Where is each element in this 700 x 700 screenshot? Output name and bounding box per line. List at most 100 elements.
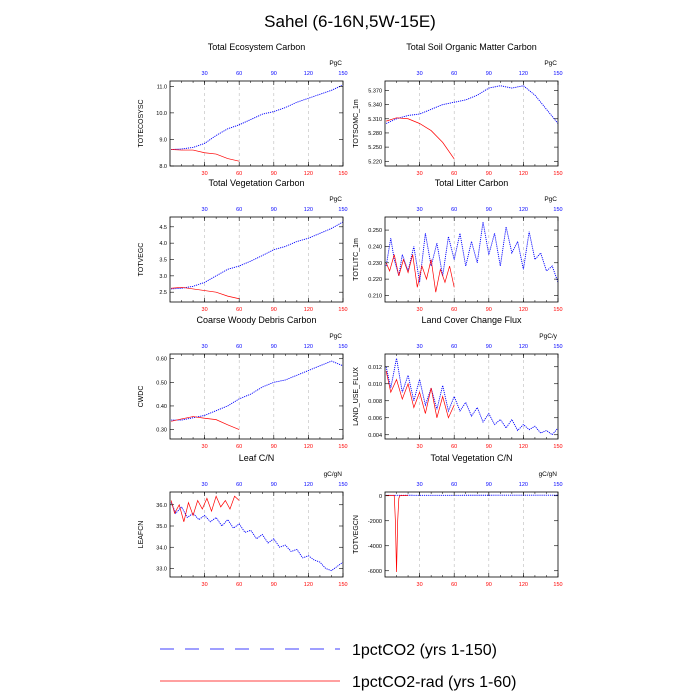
y-axis-label: TOTVEGCN [353, 515, 360, 554]
x-tick-label-top: 60 [451, 344, 457, 350]
x-tick-label-bottom: 30 [202, 171, 208, 177]
series-1pctCO2-line [171, 360, 343, 421]
panel-totlitc-1m: Total Litter Carbon PgC 30 30 60 60 90 90 120 120… [353, 178, 563, 313]
x-tick-label-bottom: 90 [271, 444, 277, 450]
panel-title: Land Cover Change Flux [421, 315, 522, 325]
x-tick-label-bottom: 150 [553, 582, 562, 588]
panel-title: Total Soil Organic Matter Carbon [406, 42, 537, 52]
x-tick-label-top: 60 [236, 344, 242, 350]
y-tick-label: 4.0 [159, 241, 167, 247]
x-tick-label-top: 120 [519, 207, 528, 213]
panel-totecosysc: Total Ecosystem Carbon PgC 30 30 60 60 90 90 120… [138, 42, 348, 177]
y-axis-label: TOTVEGC [138, 243, 145, 277]
x-tick-label-bottom: 120 [519, 307, 528, 313]
y-axis-label: LAND_USE_FLUX [353, 367, 360, 426]
unit-label: gC/gN [324, 471, 343, 478]
x-tick-label-bottom: 150 [338, 444, 347, 450]
x-tick-label-top: 60 [236, 482, 242, 488]
y-tick-label: 0.230 [368, 261, 382, 267]
x-tick-label-top: 120 [519, 344, 528, 350]
unit-label: PgC/y [539, 333, 557, 340]
y-tick-label: -4000 [368, 544, 382, 550]
y-tick-label: 0.010 [368, 382, 382, 388]
x-tick-label-bottom: 120 [519, 171, 528, 177]
series-1pctCO2-line [170, 502, 343, 572]
x-tick-label-bottom: 60 [236, 582, 242, 588]
x-tick-label-top: 150 [338, 207, 347, 213]
series-1pctCO2-line [171, 221, 343, 290]
x-tick-label-top: 90 [271, 207, 277, 213]
y-tick-label: 0 [379, 494, 382, 500]
y-axis-label: TOTECOSYSC [138, 99, 145, 147]
x-tick-label-bottom: 60 [451, 444, 457, 450]
x-tick-label-bottom: 120 [304, 171, 313, 177]
x-tick-label-top: 120 [519, 71, 528, 77]
x-tick-label-top: 150 [553, 344, 562, 350]
plot-frame [384, 353, 559, 440]
y-tick-label: 0.60 [156, 357, 167, 363]
series-1pctCO2-rad-line [385, 370, 455, 419]
series-1pctCO2-rad-line [171, 149, 240, 162]
y-tick-label: 5.310 [368, 117, 382, 123]
x-tick-label-bottom: 90 [271, 307, 277, 313]
x-tick-label-bottom: 60 [236, 171, 242, 177]
y-tick-label: 0.006 [368, 416, 382, 422]
figure-title: Sahel (6-16N,5W-15E) [264, 12, 436, 31]
unit-label: PgC [329, 196, 342, 203]
x-tick-label-bottom: 30 [202, 444, 208, 450]
x-tick-label-bottom: 60 [236, 444, 242, 450]
x-tick-label-bottom: 30 [202, 582, 208, 588]
x-tick-label-bottom: 60 [451, 582, 457, 588]
x-tick-label-top: 30 [417, 207, 423, 213]
y-tick-label: 0.210 [368, 293, 382, 299]
x-tick-label-bottom: 60 [451, 171, 457, 177]
y-tick-label: 3.5 [159, 258, 167, 264]
unit-label: gC/gN [539, 471, 558, 478]
plot-frame [384, 216, 559, 303]
plot-frame [169, 491, 344, 578]
x-tick-label-top: 120 [304, 207, 313, 213]
panel-title: Total Ecosystem Carbon [208, 42, 306, 52]
x-tick-label-bottom: 30 [202, 307, 208, 313]
x-tick-label-top: 60 [451, 482, 457, 488]
y-tick-label: 5.340 [368, 103, 382, 109]
x-tick-label-bottom: 150 [553, 171, 562, 177]
x-tick-label-top: 150 [338, 482, 347, 488]
y-tick-label: 10.0 [156, 111, 167, 117]
panel-title: Leaf C/N [239, 453, 275, 463]
y-tick-label: 0.250 [368, 228, 382, 234]
y-axis-label: CWDC [138, 386, 145, 408]
series-1pctCO2-rad-line [386, 494, 409, 573]
y-tick-label: 0.40 [156, 404, 167, 410]
series-1pctCO2-rad-line [385, 254, 455, 293]
y-tick-label: 0.004 [368, 433, 382, 439]
y-tick-label: 8.0 [159, 164, 167, 170]
y-tick-label: 36.0 [156, 503, 167, 509]
y-axis-label: TOTSOMC_1m [353, 99, 360, 148]
x-tick-label-top: 60 [236, 71, 242, 77]
panel-leafcn: Leaf C/N gC/gN 30 30 60 60 90 90 120 120 150 150 33.… [138, 453, 348, 588]
x-tick-label-top: 120 [519, 482, 528, 488]
panel-cwdc: Coarse Woody Debris Carbon PgC 30 30 60 60 90 9… [138, 315, 348, 450]
x-tick-label-top: 120 [304, 344, 313, 350]
y-axis-label: LEAFCN [138, 521, 145, 549]
series-1pctCO2-rad-line [386, 117, 455, 160]
x-tick-label-bottom: 60 [451, 307, 457, 313]
x-tick-label-bottom: 90 [271, 171, 277, 177]
y-tick-label: 35.0 [156, 524, 167, 530]
x-tick-label-top: 90 [271, 344, 277, 350]
x-tick-label-bottom: 90 [271, 582, 277, 588]
y-tick-label: 5.280 [368, 131, 382, 137]
x-tick-label-bottom: 60 [236, 307, 242, 313]
unit-label: PgC [544, 196, 557, 203]
y-tick-label: 3.0 [159, 274, 167, 280]
panel-totvegcn: Total Vegetation C/N gC/gN 30 30 60 60 90 90 120… [353, 453, 563, 588]
y-tick-label: 0.012 [368, 365, 382, 371]
plot-frame [384, 80, 559, 167]
y-tick-label: 4.5 [159, 225, 167, 231]
y-tick-label: -6000 [368, 569, 382, 575]
x-tick-label-bottom: 150 [553, 307, 562, 313]
x-tick-label-top: 90 [486, 482, 492, 488]
x-tick-label-top: 30 [202, 482, 208, 488]
panel-title: Total Vegetation C/N [430, 453, 512, 463]
